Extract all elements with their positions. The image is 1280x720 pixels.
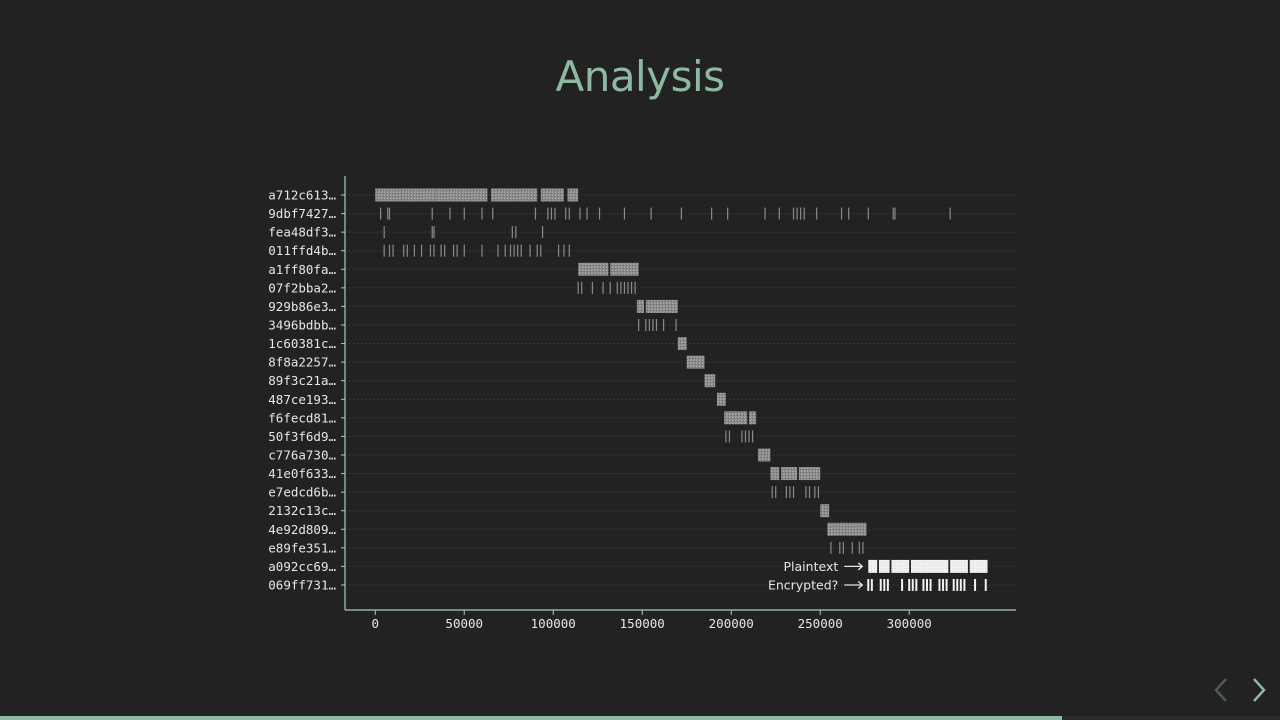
timeline-block [891, 559, 910, 573]
axes: 0 50000 100000 150000 200000 250000 300000 [341, 176, 1016, 631]
progress-bar [0, 716, 1280, 720]
row-label: 07f2bba2… [268, 280, 336, 295]
timeline-block [375, 188, 402, 202]
row-label: 929b86e3… [268, 299, 336, 314]
x-tick-label: 0 [371, 616, 379, 631]
timeline-block [401, 188, 436, 202]
annotation-arrow-head [857, 562, 864, 571]
row-labels: a712c613… 9dbf7427… fea48df3… 011ffd4b… a1ff… [268, 188, 336, 593]
timeline-block [950, 559, 968, 573]
timeline-block [910, 559, 949, 573]
timeline-block [781, 467, 798, 481]
timeline-block [490, 188, 538, 202]
row-label: 1c60381c… [268, 336, 336, 351]
timeline-block [868, 559, 878, 573]
progress-fill [0, 716, 1063, 720]
timeline-block [435, 188, 488, 202]
row-label: 50f3f6d9… [268, 429, 336, 444]
timeline-block [827, 522, 847, 536]
row-label: 9dbf7427… [268, 206, 336, 221]
timeline-block [765, 448, 771, 462]
timeline-block [686, 355, 705, 369]
x-tick-label: 150000 [620, 616, 665, 631]
row-label: 2132c13c… [268, 503, 336, 518]
timeline-block [540, 188, 564, 202]
row-label: c776a730… [268, 447, 336, 462]
timeline-block [820, 504, 830, 518]
row-label: 4e92d809… [268, 522, 336, 537]
row-label: e89fe351… [268, 540, 336, 555]
timeline-block [567, 188, 579, 202]
timeline-block [724, 411, 748, 425]
timeline-block [878, 559, 890, 573]
x-tick-label: 300000 [887, 616, 932, 631]
timeline-block [636, 299, 645, 313]
row-label: f6fecd81… [268, 410, 336, 425]
previous-slide-button[interactable] [1206, 672, 1236, 708]
annotation-arrow-head [857, 580, 864, 589]
row-label: 41e0f633… [268, 466, 336, 481]
row-label: 011ffd4b… [268, 243, 336, 258]
row-label: a092cc69… [268, 559, 336, 574]
grid-lines [345, 194, 1016, 586]
timeline-block [770, 467, 780, 481]
timeline-block [798, 467, 821, 481]
timeline-block [846, 522, 867, 536]
chevron-left-icon [1214, 678, 1227, 702]
next-slide-button[interactable] [1244, 672, 1274, 708]
timeline-block [610, 262, 639, 276]
row-label: e7edcd6b… [268, 485, 336, 500]
timeline-block [716, 392, 726, 406]
x-tick-label: 50000 [445, 616, 483, 631]
annotation-label: Encrypted? [768, 577, 838, 592]
row-label: a712c613… [268, 188, 336, 203]
row-label: 3496bdbb… [268, 317, 336, 332]
timeline-block [645, 299, 678, 313]
timeline-block [677, 337, 687, 351]
row-label: fea48df3… [268, 225, 336, 240]
chevron-right-icon [1253, 678, 1266, 702]
x-tick-label: 100000 [531, 616, 576, 631]
timeline-marks [375, 188, 988, 591]
row-label: 487ce193… [268, 392, 336, 407]
annotations: Plaintext Encrypted? [768, 559, 864, 592]
row-label: a1ff80fa… [268, 262, 336, 277]
timeline-block [749, 411, 757, 425]
row-label: 89f3c21a… [268, 373, 336, 388]
row-label: 8f8a2257… [268, 355, 336, 370]
timeline-block [578, 262, 609, 276]
slide-title: Analysis [555, 52, 725, 101]
timeline-block [969, 559, 988, 573]
x-tick-label: 200000 [709, 616, 754, 631]
row-label: 069ff731… [268, 577, 336, 592]
annotation-label: Plaintext [784, 559, 839, 574]
timeline-block [757, 448, 766, 462]
x-tick-label: 250000 [798, 616, 843, 631]
timeline-block [704, 374, 716, 388]
